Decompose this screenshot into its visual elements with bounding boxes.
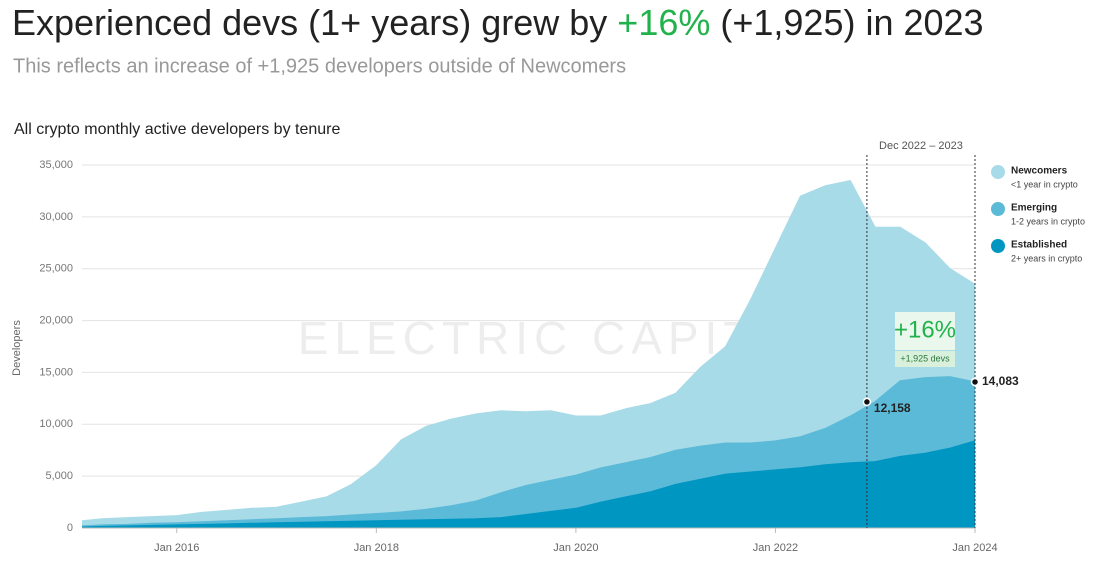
legend-name: Emerging — [1011, 203, 1057, 214]
legend-sub: <1 year in crypto — [1011, 179, 1078, 189]
y-axis-label: Developers — [11, 320, 23, 376]
chart-subtitle: This reflects an increase of +1,925 deve… — [13, 55, 626, 77]
area-fill — [82, 376, 975, 527]
area-edge — [81, 440, 976, 528]
x-tick-label: Jan 2024 — [952, 542, 997, 554]
y-tick-label: 15,000 — [39, 366, 73, 378]
legend-swatch — [991, 202, 1005, 216]
y-tick-label: 20,000 — [39, 314, 73, 326]
y-tick-label: 35,000 — [39, 159, 73, 171]
legend-sub: 1-2 years in crypto — [1011, 216, 1085, 226]
badge-small: +1,925 devs — [900, 353, 950, 363]
x-tick-label: Jan 2020 — [553, 542, 598, 554]
legend-swatch — [991, 239, 1005, 253]
title-part: +16% — [617, 2, 710, 43]
title-part: Experienced devs (1+ years) grew by — [12, 2, 617, 43]
x-tick-label: Jan 2018 — [354, 542, 399, 554]
x-tick-label: Jan 2022 — [753, 542, 798, 554]
y-tick-label: 5,000 — [45, 470, 73, 482]
title-part: (+1,925) in 2023 — [710, 2, 983, 43]
area-fill — [82, 180, 975, 526]
legend-name: Established — [1011, 240, 1067, 251]
badge-bg — [895, 312, 955, 350]
area-edge — [81, 180, 976, 522]
legend-sub: 2+ years in crypto — [1011, 253, 1082, 263]
badge-big: +16% — [894, 316, 956, 343]
legend-swatch — [991, 165, 1005, 179]
marker-label: 12,158 — [874, 401, 911, 415]
y-tick-label: 0 — [67, 522, 73, 534]
area-edge — [81, 376, 976, 527]
area-fill — [82, 440, 975, 528]
y-tick-label: 30,000 — [39, 211, 73, 223]
span-label: Dec 2022 – 2023 — [879, 140, 963, 152]
y-tick-label: 25,000 — [39, 263, 73, 275]
x-tick-label: Jan 2016 — [154, 542, 199, 554]
marker-dot — [862, 397, 872, 407]
marker-dot — [970, 377, 980, 387]
badge-bg — [895, 351, 955, 367]
legend-name: Newcomers — [1011, 166, 1068, 177]
marker-label: 14,083 — [982, 374, 1019, 388]
chart-label: All crypto monthly active developers by … — [14, 121, 340, 138]
chart-title: Experienced devs (1+ years) grew by +16%… — [12, 2, 984, 43]
y-tick-label: 10,000 — [39, 418, 73, 430]
